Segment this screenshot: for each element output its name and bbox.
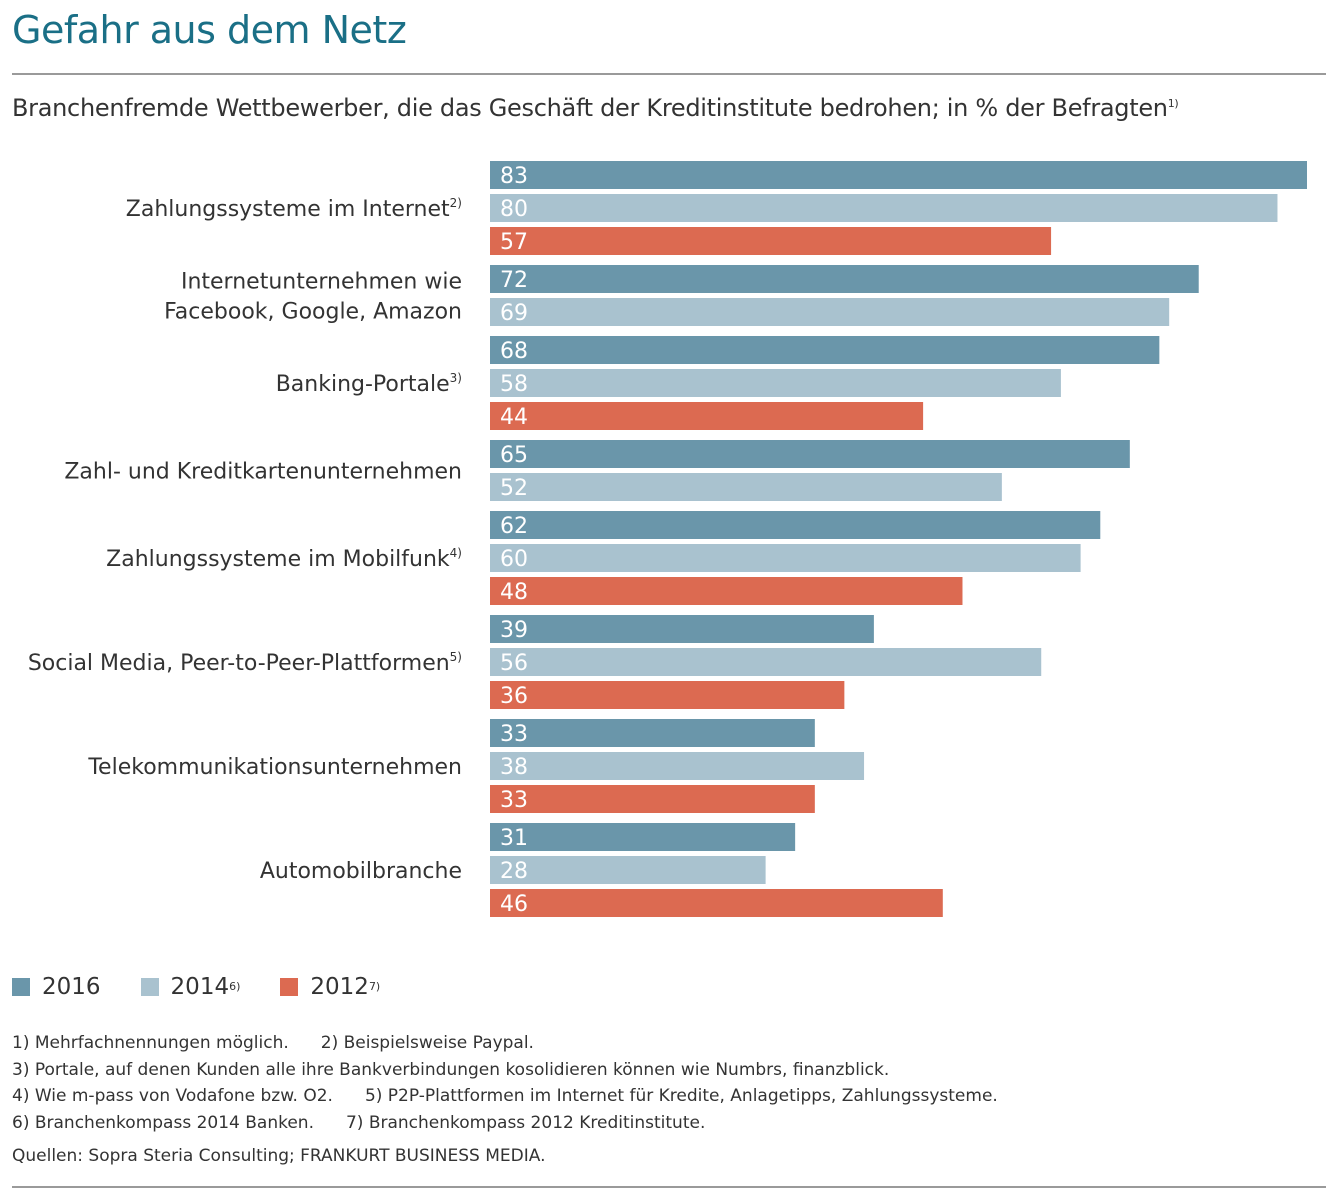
- bar-value-label: 69: [500, 301, 528, 326]
- footnote-line: 4) Wie m-pass von Vodafone bzw. O2. 5) P2…: [12, 1083, 998, 1110]
- bar-value-label: 31: [500, 826, 528, 851]
- bar-2016: [490, 440, 1130, 468]
- chart-title: Gefahr aus dem Netz: [12, 8, 407, 52]
- bar-value-label: 52: [500, 476, 528, 501]
- bar-2014: [490, 648, 1042, 676]
- footnote-6: 6) Branchenkompass 2014 Banken.: [12, 1112, 314, 1133]
- bar-value-label: 38: [500, 755, 528, 780]
- chart-subtitle: Branchenfremde Wettbewerber, die das Ges…: [12, 94, 1179, 122]
- bar-2012: [490, 227, 1052, 255]
- subtitle-text: Branchenfremde Wettbewerber, die das Ges…: [12, 94, 1168, 122]
- category-label: Automobilbranche: [260, 859, 462, 884]
- bar-value-label: 44: [500, 405, 528, 430]
- legend-item-2016: 2016: [12, 974, 101, 1000]
- bar-2014: [490, 194, 1278, 222]
- top-divider: [12, 73, 1326, 75]
- bar-2014: [490, 856, 766, 884]
- bar-value-label: 28: [500, 859, 528, 884]
- footnote-4: 4) Wie m-pass von Vodafone bzw. O2.: [12, 1086, 333, 1106]
- bar-value-label: 65: [500, 443, 528, 468]
- bar-2016: [490, 265, 1199, 293]
- footnote-5: 5) P2P-Plattformen im Internet für Kredi…: [364, 1086, 998, 1106]
- bar-2014: [490, 752, 865, 780]
- bar-2016: [490, 161, 1307, 189]
- category-label: Zahl- und Kreditkartenunternehmen: [64, 460, 462, 485]
- footnote-line: 6) Branchenkompass 2014 Banken. 7) Branch…: [12, 1110, 998, 1137]
- bar-2016: [490, 336, 1160, 364]
- category-label: Facebook, Google, Amazon: [164, 300, 462, 325]
- legend-swatch-2012: [280, 978, 299, 996]
- legend-label-2016: 2016: [42, 974, 101, 1000]
- category-label: Telekommunikationsunternehmen: [87, 755, 462, 780]
- footnote-2: 2) Beispielsweise Paypal.: [320, 1033, 534, 1053]
- bar-value-label: 72: [500, 268, 528, 293]
- bar-value-label: 46: [500, 892, 528, 917]
- legend: 2016 2014 6) 2012 7): [12, 972, 420, 1002]
- legend-swatch-2014: [140, 978, 159, 996]
- source-note: Quellen: Sopra Steria Consulting; FRANKU…: [12, 1146, 546, 1166]
- bar-value-label: 83: [500, 164, 528, 189]
- category-label: Internetunternehmen wie: [181, 270, 462, 295]
- bar-value-label: 33: [500, 722, 528, 747]
- bar-value-label: 57: [500, 230, 528, 255]
- bar-value-label: 56: [500, 651, 528, 676]
- bar-2014: [490, 473, 1002, 501]
- footnotes: 1) Mehrfachnennungen möglich. 2) Beispiel…: [12, 1030, 998, 1136]
- bottom-divider: [12, 1186, 1326, 1188]
- footnote-3: 3) Portale, auf denen Kunden alle ihre B…: [12, 1059, 890, 1080]
- bar-value-label: 48: [500, 580, 528, 605]
- bar-value-label: 33: [500, 788, 528, 813]
- footnote-line: 3) Portale, auf denen Kunden alle ihre B…: [12, 1057, 998, 1084]
- bar-chart: 83 80 57 Zahlungssysteme im Internet2) 72 69 I…: [28, 161, 1307, 917]
- legend-swatch-2016: [12, 978, 30, 996]
- bar-2014: [490, 298, 1170, 326]
- bar-value-label: 36: [500, 684, 528, 709]
- legend-item-2012: 2012 7): [280, 974, 380, 1000]
- bar-2016: [490, 615, 874, 643]
- bar-value-label: 39: [500, 618, 528, 643]
- bar-2012: [490, 785, 815, 813]
- bar-value-label: 58: [500, 372, 528, 397]
- bar-2014: [490, 544, 1081, 572]
- category-label: Social Media, Peer-to-Peer-Plattformen5): [28, 650, 462, 676]
- bar-value-label: 80: [500, 197, 528, 222]
- legend-label-2012: 2012: [310, 974, 369, 1000]
- bar-value-label: 68: [500, 339, 528, 364]
- bar-2016: [490, 823, 796, 851]
- bar-2012: [490, 889, 943, 917]
- bar-2016: [490, 719, 815, 747]
- bar-2012: [490, 681, 845, 709]
- legend-item-2014: 2014 6): [140, 974, 240, 1000]
- bar-2012: [490, 402, 924, 430]
- bar-2014: [490, 369, 1061, 397]
- category-label: Banking-Portale3): [276, 371, 462, 397]
- subtitle-footnote-mark: 1): [1167, 97, 1179, 110]
- bar-2016: [490, 511, 1101, 539]
- legend-label-2014: 2014: [170, 974, 230, 1000]
- footnote-1: 1) Mehrfachnennungen möglich.: [12, 1033, 289, 1053]
- bar-2012: [490, 577, 963, 605]
- category-label: Zahlungssysteme im Internet2): [126, 196, 462, 222]
- footnote-7: 7) Branchenkompass 2012 Kreditinstitute.: [345, 1112, 706, 1133]
- footnote-line: 1) Mehrfachnennungen möglich. 2) Beispiel…: [12, 1030, 998, 1057]
- bar-value-label: 60: [500, 547, 528, 572]
- bar-value-label: 62: [500, 514, 528, 539]
- category-label: Zahlungssysteme im Mobilfunk4): [106, 546, 462, 572]
